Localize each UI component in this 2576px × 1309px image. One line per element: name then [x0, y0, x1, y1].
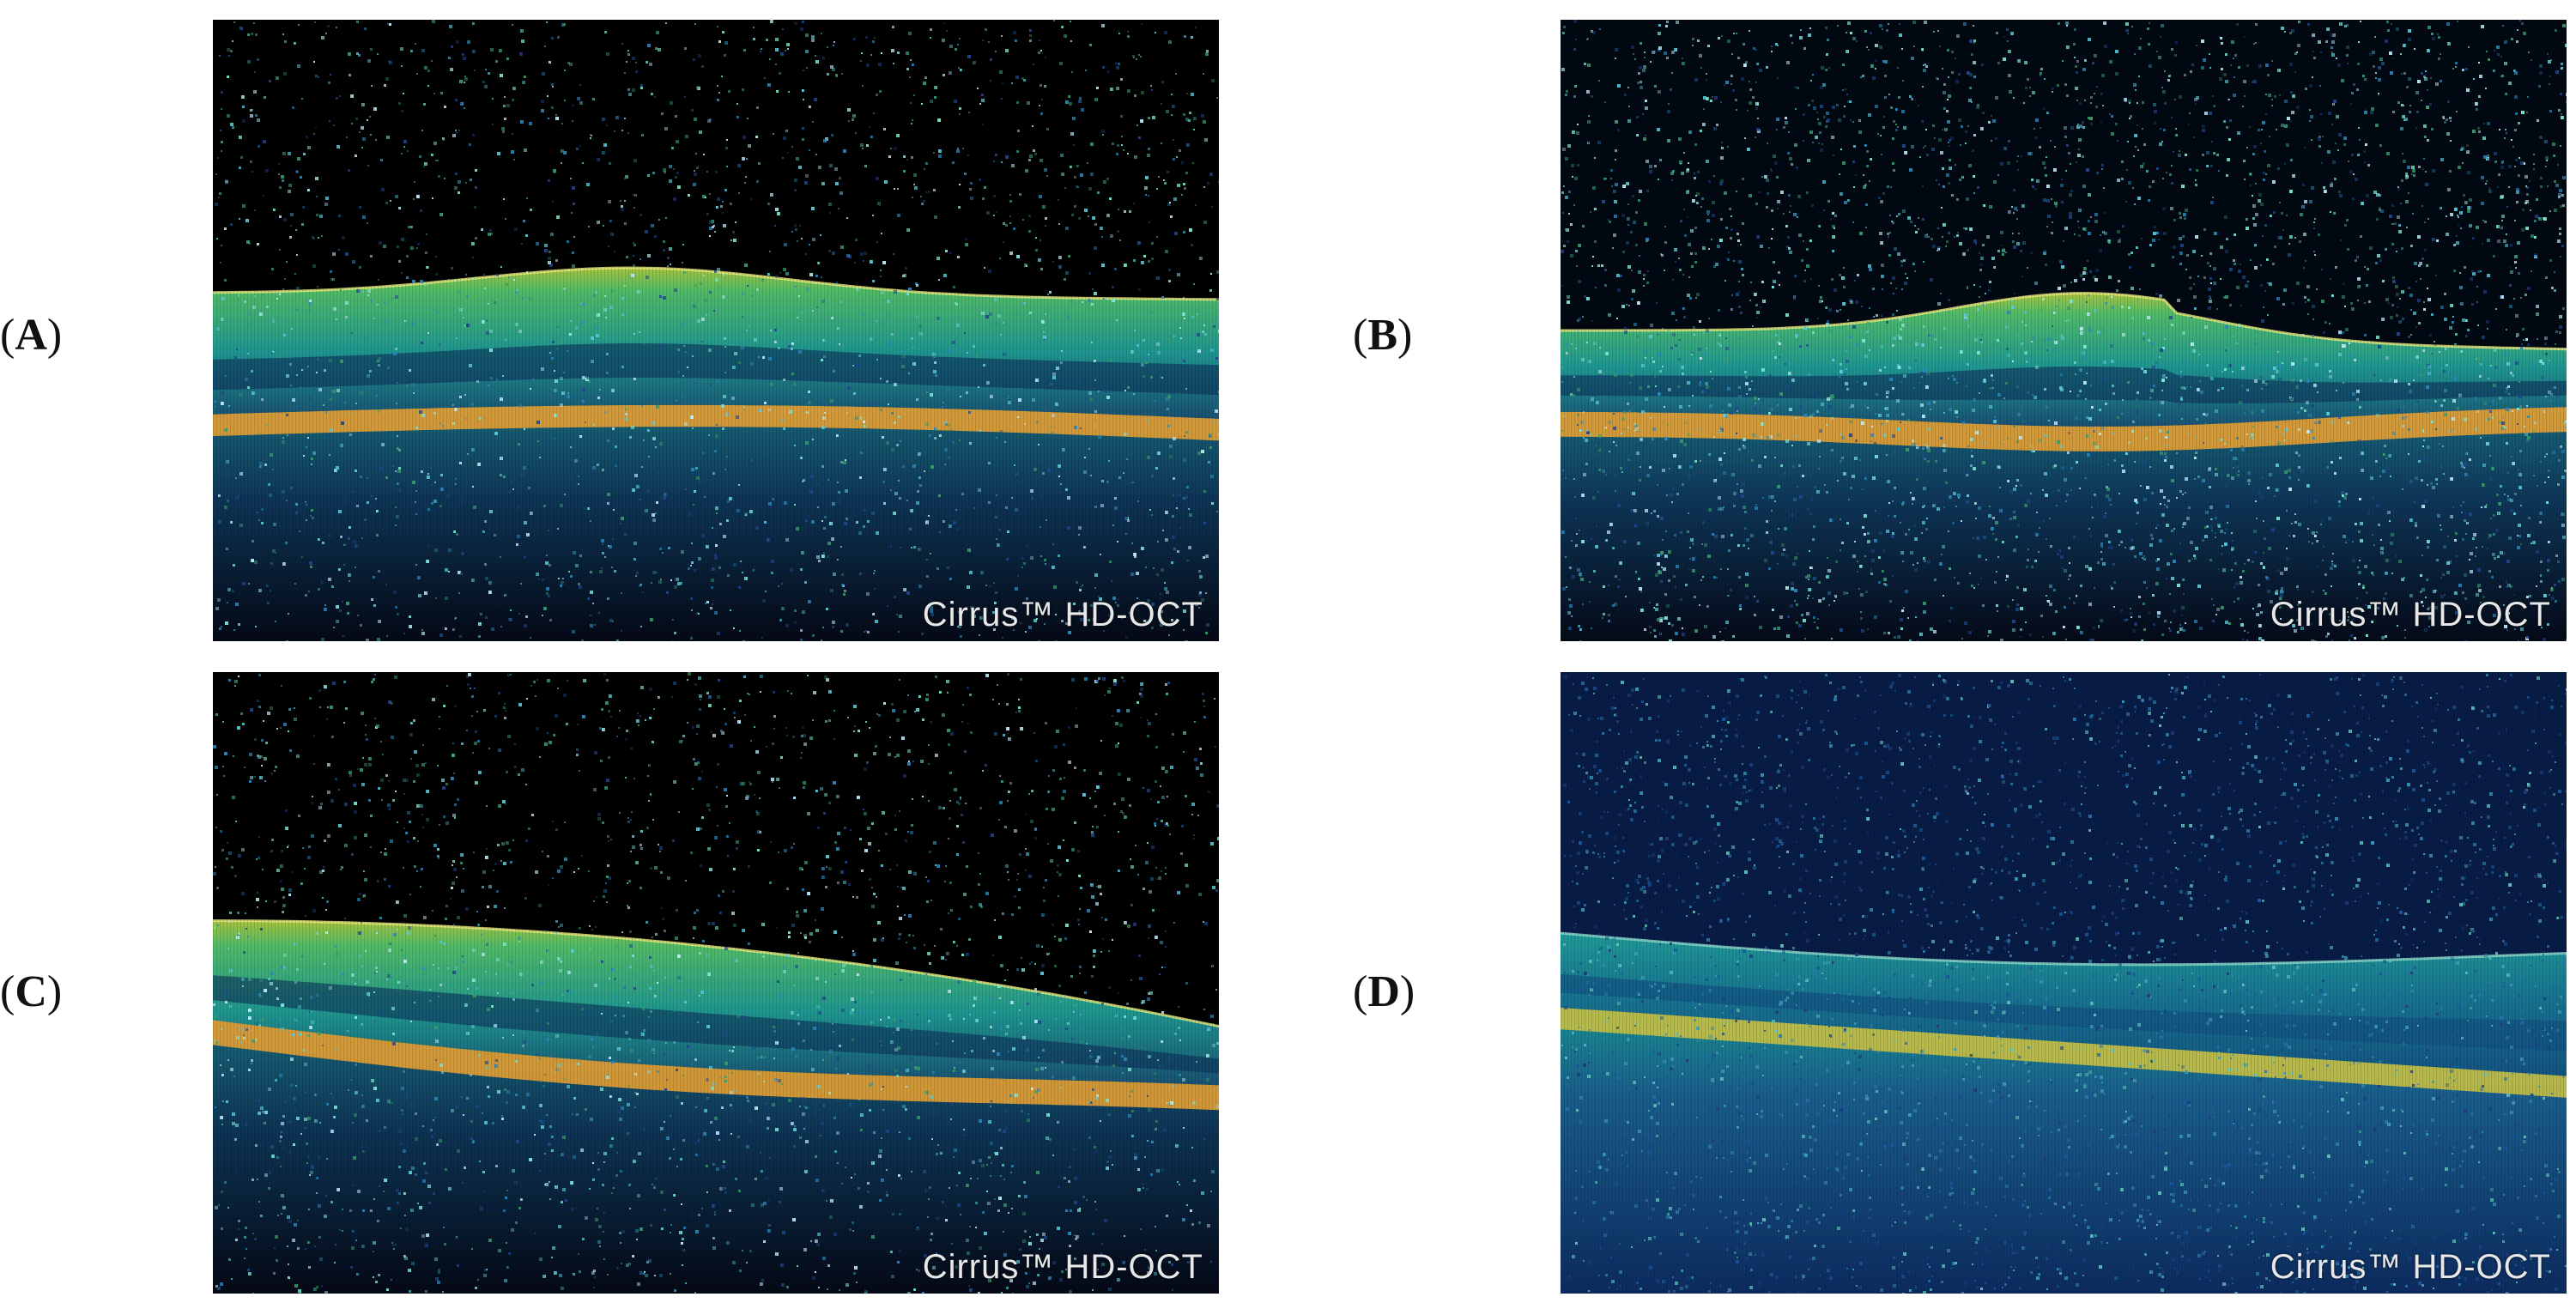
ilm-line	[213, 919, 1219, 1028]
oct-scan-d-image	[1561, 672, 2567, 1294]
panel-label-d: (D)	[1353, 967, 1415, 1016]
scanline-texture	[1561, 672, 2564, 1294]
oct-scan-a-image	[213, 20, 1219, 641]
scanline-texture	[213, 672, 1216, 1294]
oct-scan-c: Cirrus™ HD-OCT	[213, 672, 1219, 1294]
scanline-texture	[213, 20, 1216, 641]
watermark-d: Cirrus™ HD-OCT	[2270, 1248, 2551, 1286]
oct-scan-b-image	[1561, 20, 2567, 641]
oct-scan-a: Cirrus™ HD-OCT	[213, 20, 1219, 641]
panel-label-c: (C)	[0, 967, 63, 1016]
oct-scan-d: Cirrus™ HD-OCT	[1561, 672, 2567, 1294]
panel-label-b: (B)	[1353, 311, 1413, 360]
watermark-a: Cirrus™ HD-OCT	[922, 596, 1203, 633]
rpe-band	[1561, 1007, 2567, 1098]
scanline-texture	[1561, 20, 2564, 641]
panel-label-a: (A)	[0, 311, 63, 360]
watermark-b: Cirrus™ HD-OCT	[2270, 596, 2551, 633]
speckle-noise	[215, 20, 1219, 641]
inner-nuclear-layer	[213, 975, 1219, 1074]
rpe-band	[213, 404, 1219, 441]
speckle-noise	[1561, 20, 2567, 641]
watermark-c: Cirrus™ HD-OCT	[922, 1248, 1203, 1286]
oct-scan-b: Cirrus™ HD-OCT	[1561, 20, 2567, 641]
speckle-noise	[213, 672, 1219, 1294]
retina-layer	[1561, 933, 2567, 1076]
rpe-band	[213, 1020, 1219, 1111]
speckle-noise	[1561, 674, 2567, 1294]
inner-nuclear-layer	[1561, 367, 2567, 403]
choroid-layer	[213, 404, 1219, 641]
ilm-line	[1561, 292, 2567, 351]
ilm-line	[1561, 931, 2567, 967]
rpe-band	[1561, 407, 2567, 451]
choroid-layer	[1561, 407, 2567, 641]
oct-scan-c-image	[213, 672, 1219, 1294]
inner-nuclear-layer	[1561, 973, 2567, 1051]
inner-nuclear-layer	[213, 343, 1219, 396]
